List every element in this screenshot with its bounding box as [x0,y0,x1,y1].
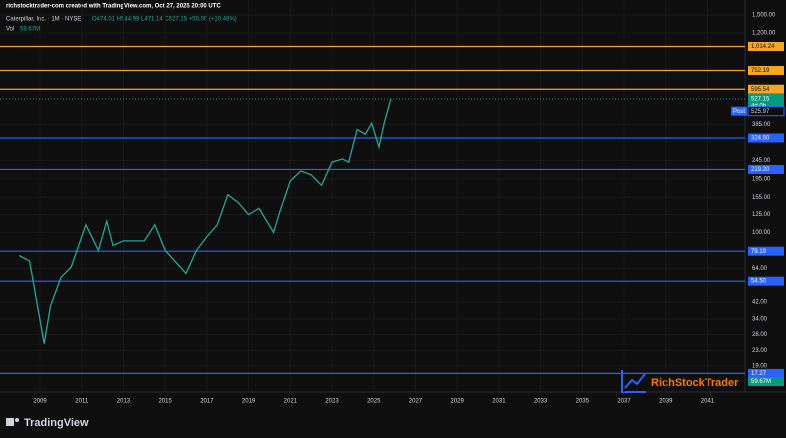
last-price-tag [748,94,784,111]
tv-logo [6,418,19,426]
x-tick-label: 2029 [450,399,464,405]
y-tick-label: 42.00 [752,300,768,306]
x-tick-label: 2015 [159,399,173,405]
y-tick-label: 23.00 [752,348,768,354]
x-tick-label: 2037 [617,399,631,405]
level-label: 17.27 [751,371,767,377]
y-tick-label: 28.00 [752,332,768,338]
footer: TradingView [24,417,89,429]
level-tag [748,164,784,174]
level-tag [748,368,784,378]
x-tick-label: 2039 [659,399,673,405]
y-tick-label: 19.00 [752,363,768,369]
y-tick-label: 245.00 [752,158,771,164]
y-tick-label: 34.00 [752,317,768,323]
watermark: RichStockTrader [651,377,739,389]
last-price: 527.15 [751,97,770,103]
x-tick-label: 2023 [325,399,339,405]
x-tick-label: 2017 [200,399,214,405]
x-tick-label: 2009 [33,399,47,405]
level-tag [748,41,784,51]
volume-tag-box [748,377,784,386]
y-tick-label: 1,500.00 [752,13,776,19]
level-label: 54.50 [751,279,767,285]
x-tick-label: 2033 [534,399,548,405]
level-tag [748,84,784,94]
ohlc: O474.01 H544.99 L471.14 C527.15 +50.00 (… [92,17,237,23]
y-tick-label: 1,200.00 [752,31,776,37]
x-tick-label: 2027 [409,399,423,405]
chart-title: Caterpillar, Inc. · 1M · NYSE [6,17,81,23]
post-price-tag [747,106,785,117]
level-label: 79.19 [751,249,767,255]
y-tick-label: 64.00 [752,266,768,272]
post-badge [731,106,747,116]
x-tick-label: 2031 [492,399,506,405]
x-tick-label: 2013 [117,399,131,405]
volume-tag-label: 59.67M [751,379,771,385]
level-label: 1,014.24 [751,44,775,50]
level-tag [748,246,784,256]
x-tick-label: 2041 [701,399,715,405]
y-tick-label: 100.00 [752,230,771,236]
x-tick-label: 2011 [75,399,89,405]
level-tag [748,276,784,286]
y-tick-label: 195.00 [752,176,771,182]
price-line [18,98,392,344]
x-tick-label: 2019 [242,399,256,405]
x-tick-label: 2021 [284,399,298,405]
y-tick-label: 125.00 [752,212,771,218]
post-tag: Post [733,109,745,115]
volume-value: 59.67M [20,27,40,33]
y-tick-label: 385.00 [752,122,771,128]
level-tag [748,133,784,143]
y-tick-label: 155.00 [752,195,771,201]
level-label: 219.20 [751,167,770,173]
level-label: 752.19 [751,68,770,74]
level-label: 595.54 [751,87,770,93]
volume-tag: Vol [6,27,14,33]
credit: richstocktrader-com created with Trading… [6,4,221,10]
level-label: 324.50 [751,136,770,142]
post-price: 525.97 [751,109,770,115]
level-tag [748,65,784,75]
x-tick-label: 2025 [367,399,381,405]
watermark-icon [621,370,646,393]
x-tick-label: 2035 [576,399,590,405]
